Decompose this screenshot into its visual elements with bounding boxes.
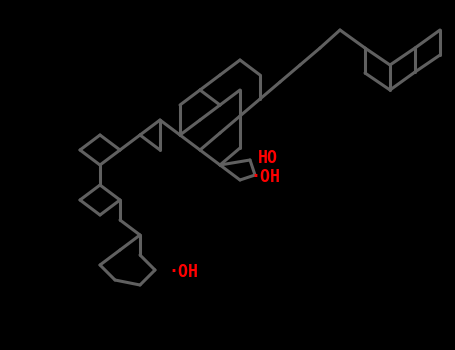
Text: ·OH: ·OH — [168, 263, 198, 281]
Text: HO: HO — [258, 149, 278, 167]
Text: ·OH: ·OH — [250, 168, 280, 186]
